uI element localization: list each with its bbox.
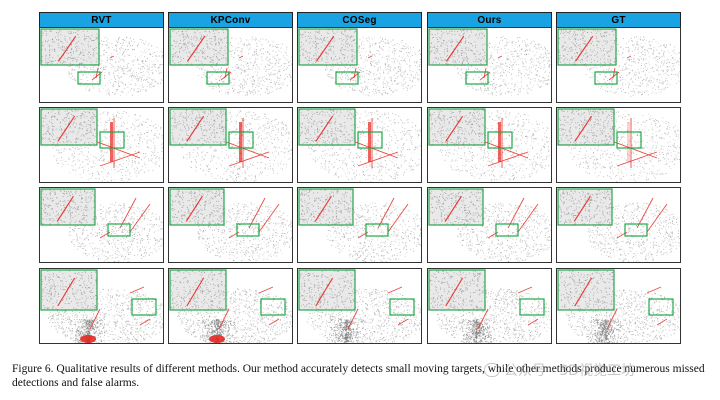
figure-caption: Figure 6. Qualitative results of differe…	[12, 362, 712, 390]
panel-ours-row-3	[427, 187, 552, 263]
column-header-rvt: RVT	[39, 12, 164, 28]
panel-kpconv-row-2	[168, 107, 293, 183]
point-cloud-render	[557, 108, 680, 182]
point-cloud-render	[557, 188, 680, 262]
panel-rvt-row-3	[39, 187, 164, 263]
column-header-gt: GT	[556, 12, 681, 28]
panel-gt-row-2	[556, 107, 681, 183]
column-header-ours: Ours	[427, 12, 552, 28]
point-cloud-render	[169, 28, 292, 96]
panel-rvt-row-2	[39, 107, 164, 183]
panel-coseg-row-4	[297, 268, 422, 344]
panel-rvt-row-4	[39, 268, 164, 344]
panel-kpconv-row-3	[168, 187, 293, 263]
point-cloud-render	[428, 28, 551, 96]
point-cloud-render	[298, 28, 421, 97]
panel-gt-row-1	[556, 27, 681, 103]
panel-rvt-row-1	[39, 27, 164, 103]
point-cloud-render	[40, 188, 163, 262]
wechat-icon	[484, 363, 500, 377]
point-cloud-render	[40, 28, 163, 96]
point-cloud-render	[40, 108, 163, 182]
point-cloud-render	[428, 108, 551, 182]
point-cloud-render	[169, 108, 292, 182]
panel-coseg-row-1	[297, 27, 422, 103]
panel-coseg-row-3	[297, 187, 422, 263]
point-cloud-render	[298, 108, 421, 182]
point-cloud-render	[298, 269, 421, 343]
panel-ours-row-4	[427, 268, 552, 344]
panel-gt-row-4	[556, 268, 681, 344]
panel-gt-row-3	[556, 187, 681, 263]
watermark-text: 公众号 · 3D视觉工坊	[504, 360, 635, 380]
point-cloud-render	[557, 28, 680, 97]
panel-ours-row-1	[427, 27, 552, 103]
panel-kpconv-row-4	[168, 268, 293, 344]
panel-ours-row-2	[427, 107, 552, 183]
panel-coseg-row-2	[297, 107, 422, 183]
point-cloud-render	[428, 188, 551, 262]
panel-kpconv-row-1	[168, 27, 293, 103]
point-cloud-render	[169, 188, 292, 262]
point-cloud-render	[40, 269, 163, 343]
point-cloud-render	[428, 269, 551, 343]
column-header-coseg: COSeg	[297, 12, 422, 28]
point-cloud-render	[298, 188, 421, 262]
point-cloud-render	[169, 269, 292, 343]
qualitative-figure: RVT KPConv COSeg Ours GT	[39, 12, 681, 344]
column-header-kpconv: KPConv	[168, 12, 293, 28]
point-cloud-render	[557, 269, 680, 343]
watermark: 公众号 · 3D视觉工坊	[484, 360, 635, 380]
